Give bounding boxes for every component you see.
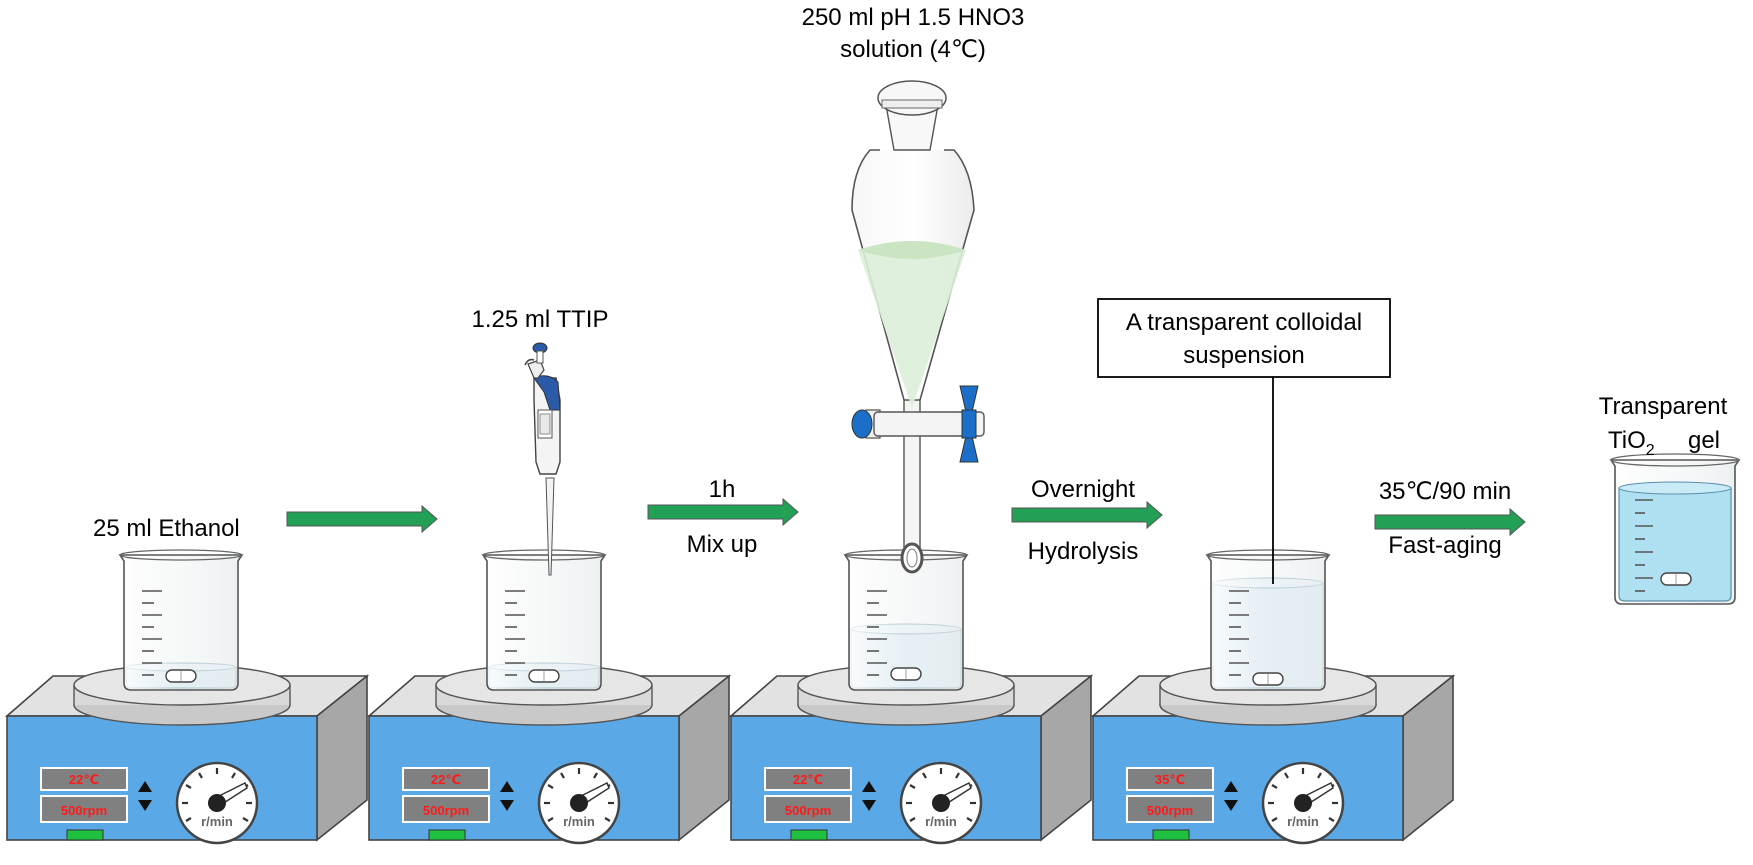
label-aging-action: Fast-aging	[1388, 532, 1501, 559]
gel-formula-subscript: 2	[1646, 442, 1655, 459]
label-mix-action: Mix up	[687, 531, 758, 558]
gel-formula-main: TiO	[1608, 427, 1646, 454]
label-gel-formula: TiO2	[1608, 427, 1655, 459]
temp-display-4: 35℃	[1155, 772, 1185, 787]
stirrer-2: 22℃ 500rpm r/min	[367, 663, 731, 845]
temp-display-1: 22℃	[69, 772, 99, 787]
stirrer-3: 22℃ 500rpm r/min	[729, 663, 1093, 845]
stir-bar-2	[528, 669, 560, 683]
label-hno3-line1: 250 ml pH 1.5 HNO3	[802, 4, 1025, 31]
label-hno3-line2: solution (4℃)	[840, 36, 986, 63]
label-overnight: Overnight	[1031, 476, 1135, 503]
callout-box	[1097, 298, 1391, 378]
dial-unit-4: r/min	[1287, 814, 1319, 829]
label-ethanol: 25 ml Ethanol	[93, 515, 240, 542]
dial-unit-1: r/min	[201, 814, 233, 829]
label-gel-line1: Transparent	[1599, 393, 1728, 420]
stir-bar-4	[1252, 672, 1284, 686]
speed-display-3: 500rpm	[785, 803, 831, 818]
stirrer-1: 22℃ 500rpm r/min	[5, 663, 369, 845]
arrow-1	[286, 505, 438, 533]
stir-bar-3	[890, 667, 922, 681]
temp-display-3: 22℃	[793, 772, 823, 787]
gel-liquid	[1618, 487, 1732, 602]
speed-display-1: 500rpm	[61, 803, 107, 818]
label-ttip: 1.25 ml TTIP	[472, 306, 609, 333]
beaker-2	[482, 549, 606, 691]
beaker-1	[119, 549, 243, 691]
stir-bar-5	[1660, 572, 1692, 586]
label-hydrolysis: Hydrolysis	[1028, 538, 1139, 565]
stir-bar-1	[165, 669, 197, 683]
label-aging-cond: 35℃/90 min	[1379, 478, 1511, 505]
stirrer-4: 35℃ 500rpm r/min	[1091, 663, 1455, 845]
pipette-icon	[524, 342, 561, 576]
label-colloid-line2: suspension	[1183, 342, 1304, 369]
dial-unit-3: r/min	[925, 814, 957, 829]
label-colloid-line1: A transparent colloidal	[1126, 309, 1362, 336]
dial-unit-2: r/min	[563, 814, 595, 829]
beaker-4	[1206, 549, 1330, 691]
beaker-3	[844, 549, 968, 691]
label-gel-word: gel	[1688, 427, 1720, 454]
gel-beaker	[1609, 453, 1741, 605]
label-mix-time: 1h	[709, 476, 736, 503]
speed-display-2: 500rpm	[423, 803, 469, 818]
temp-display-2: 22℃	[431, 772, 461, 787]
speed-display-4: 500rpm	[1147, 803, 1193, 818]
separatory-funnel-icon	[851, 80, 985, 574]
arrow-3	[1011, 501, 1163, 529]
